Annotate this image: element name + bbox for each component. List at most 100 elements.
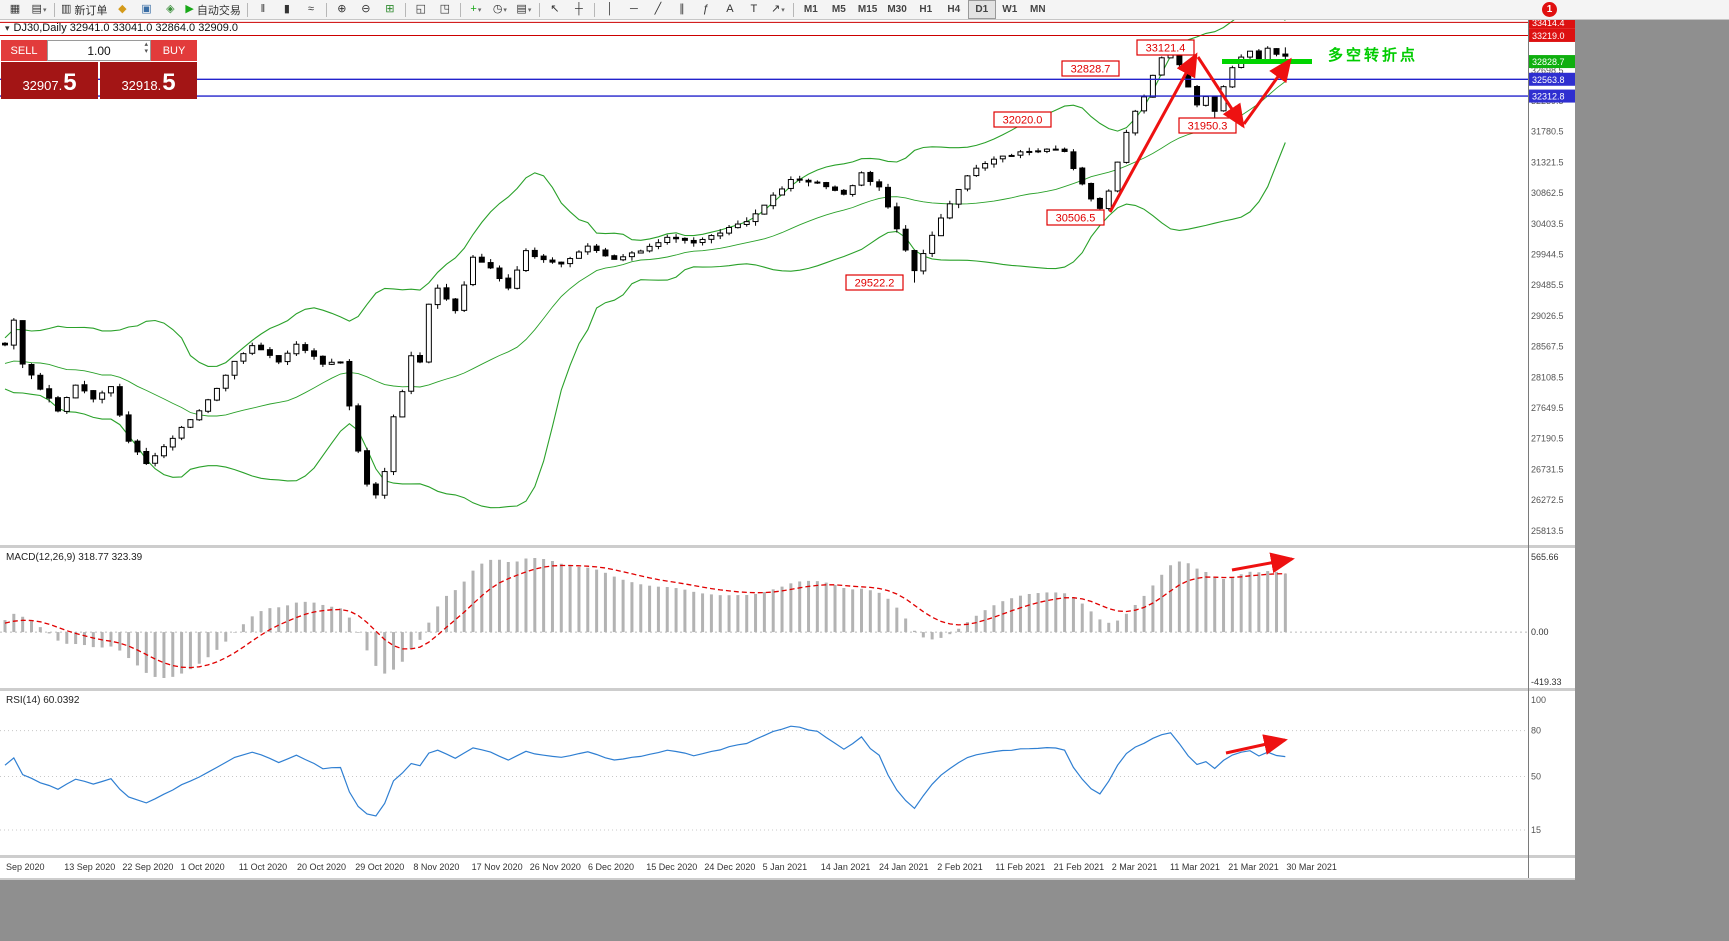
auto-trading-button[interactable]: ▶ 自动交易 <box>182 0 243 19</box>
price-axis-label: 28108.5 <box>1531 372 1564 382</box>
timeframe-mn-button[interactable]: MN <box>1024 0 1052 19</box>
bollinger-lower-band <box>4 142 1286 509</box>
price-annotation-box[interactable] <box>1061 60 1120 77</box>
timeframe-m15-button[interactable]: M15 <box>853 0 882 19</box>
trend-arrows[interactable] <box>1108 52 1295 755</box>
timeframe-m5-button[interactable]: M5 <box>825 0 853 19</box>
collapse-panel-icon[interactable]: ▾ <box>5 23 10 33</box>
panel-separator[interactable] <box>0 855 1575 858</box>
trend-arrow[interactable] <box>1108 52 1198 213</box>
timeframe-h4-button[interactable]: H4 <box>940 0 968 19</box>
price-tag-text: 33219.0 <box>1532 31 1565 41</box>
navigator-button[interactable]: ◈ <box>158 0 182 19</box>
macd-panel[interactable]: MACD(12,26,9) 318.77 323.39 <box>0 552 1528 678</box>
buy-price-display[interactable]: 32918. 5 <box>100 62 197 99</box>
price-tag-text: 32312.8 <box>1532 92 1565 102</box>
rsi-axis-label: 100 <box>1531 695 1546 705</box>
text-tool-button[interactable]: A <box>718 0 742 19</box>
chart-profiles-button[interactable]: ▤ ▾ <box>27 0 51 19</box>
trend-arrow[interactable] <box>1231 552 1295 574</box>
trendline-tool-button[interactable]: ╱ <box>646 0 670 19</box>
price-annotation-text: 30506.5 <box>1056 213 1096 225</box>
date-label: 17 Nov 2020 <box>472 862 523 872</box>
channel-tool-button[interactable]: ∥ <box>670 0 694 19</box>
panel-separator[interactable] <box>0 545 1575 548</box>
fibonacci-tool-button[interactable]: ƒ <box>694 0 718 19</box>
zoom-out-button[interactable]: ⊖ <box>354 0 378 19</box>
grid-button[interactable]: ⊞ <box>378 0 402 19</box>
data-window-button[interactable]: ▣ <box>134 0 158 19</box>
macd-histogram <box>3 558 1287 678</box>
sell-price-main: 32907. <box>22 78 63 94</box>
arrows-tool-button[interactable]: ↗ ▾ <box>766 0 790 19</box>
volume-spinner[interactable]: ▴ ▾ <box>144 41 148 55</box>
timeframe-h1-button[interactable]: H1 <box>912 0 940 19</box>
rsi-axis-label: 50 <box>1531 772 1541 782</box>
timeframe-d1-button[interactable]: D1 <box>967 0 996 19</box>
chart-period-button[interactable]: ◷ ▾ <box>488 0 512 19</box>
crosshair-tool-button[interactable]: ┼ <box>567 0 591 19</box>
line-chart-mode-icon: ≈ <box>307 3 314 15</box>
chart-period-dropdown-icon[interactable]: ▾ <box>503 6 507 14</box>
volume-input[interactable]: 1.00 ▴ ▾ <box>47 40 151 61</box>
chart-profiles-dropdown-icon[interactable]: ▾ <box>42 6 47 14</box>
panel-separator[interactable] <box>0 878 1575 880</box>
price-annotation-box[interactable] <box>1136 39 1195 56</box>
vertical-line-tool-icon: │ <box>606 3 614 15</box>
trendline-tool-icon: ╱ <box>654 3 662 15</box>
bollinger-upper-band <box>4 20 1286 367</box>
buy-button[interactable]: BUY <box>151 40 197 61</box>
turning-point-note[interactable]: 多空转折点 <box>1328 46 1418 64</box>
chart-template-button[interactable]: ▤ ▾ <box>512 0 536 19</box>
date-label: 21 Feb 2021 <box>1054 862 1105 872</box>
cursor-tool-button[interactable]: ↖ <box>543 0 567 19</box>
notification-badge[interactable]: 1 <box>1542 2 1557 17</box>
new-chart-button[interactable]: ▦ <box>3 0 27 19</box>
buy-price-big-digit: 5 <box>162 69 176 96</box>
price-annotation-box[interactable] <box>1046 209 1105 226</box>
buy-price-main: 32918. <box>121 78 162 94</box>
price-tag-text: 32828.7 <box>1532 57 1565 67</box>
timeframe-m30-button[interactable]: M30 <box>882 0 911 19</box>
timeframe-w1-label: W1 <box>1002 4 1018 15</box>
trend-arrow[interactable] <box>1242 57 1292 125</box>
volume-up-icon[interactable]: ▴ <box>144 41 148 48</box>
timeframe-m1-button[interactable]: M1 <box>797 0 825 19</box>
one-click-trading-panel: SELL 1.00 ▴ ▾ BUY 32907. 5 32918. 5 <box>1 40 197 99</box>
line-chart-mode-button[interactable]: ≈ <box>299 0 323 19</box>
arrows-tool-dropdown-icon[interactable]: ▾ <box>781 6 785 14</box>
add-indicator-dropdown-icon[interactable]: ▾ <box>477 6 482 14</box>
sell-button[interactable]: SELL <box>1 40 47 61</box>
price-annotation-box[interactable] <box>845 274 904 291</box>
rsi-axis-label: 80 <box>1531 726 1541 736</box>
bar-chart-mode-button[interactable]: ‖ <box>251 0 275 19</box>
zoom-in-button[interactable]: ⊕ <box>330 0 354 19</box>
label-tool-button[interactable]: T <box>742 0 766 19</box>
rsi-line <box>4 725 1286 817</box>
date-label: 11 Oct 2020 <box>239 862 287 872</box>
volume-down-icon[interactable]: ▾ <box>144 48 148 55</box>
tile-windows-button[interactable]: ◱ <box>409 0 433 19</box>
time-axis[interactable]: Sep 2020 13 Sep 2020 22 Sep 2020 1 Oct 2020… <box>6 862 1337 872</box>
chart-template-dropdown-icon[interactable]: ▾ <box>527 6 532 14</box>
date-label: 26 Nov 2020 <box>530 862 581 872</box>
new-order-button[interactable]: ▥ 新订单 <box>58 0 110 19</box>
main-price-panel[interactable]: 33121.4 32828.7 32020.0 31950.3 30506.5 29522… <box>0 5 1528 509</box>
vertical-line-tool-button[interactable]: │ <box>598 0 622 19</box>
trend-arrow[interactable] <box>1196 56 1245 129</box>
price-tag <box>1529 55 1575 69</box>
price-axis[interactable]: 32698.532239.531780.531321.530862.530403… <box>1529 15 1575 835</box>
timeframe-w1-button[interactable]: W1 <box>996 0 1024 19</box>
price-annotation-box[interactable] <box>993 111 1052 128</box>
rsi-panel[interactable]: RSI(14) 60.0392 <box>0 695 1528 831</box>
candlestick-mode-button[interactable]: ▮ <box>275 0 299 19</box>
trend-arrow[interactable] <box>1225 734 1288 755</box>
panel-separator[interactable] <box>0 688 1575 691</box>
market-watch-button[interactable]: ◆ <box>110 0 134 19</box>
chart-window[interactable] <box>0 20 1575 880</box>
horizontal-line-tool-button[interactable]: ─ <box>622 0 646 19</box>
cascade-windows-button[interactable]: ◳ <box>433 0 457 19</box>
sell-price-display[interactable]: 32907. 5 <box>1 62 98 99</box>
add-indicator-button[interactable]: + ▾ <box>464 0 488 19</box>
